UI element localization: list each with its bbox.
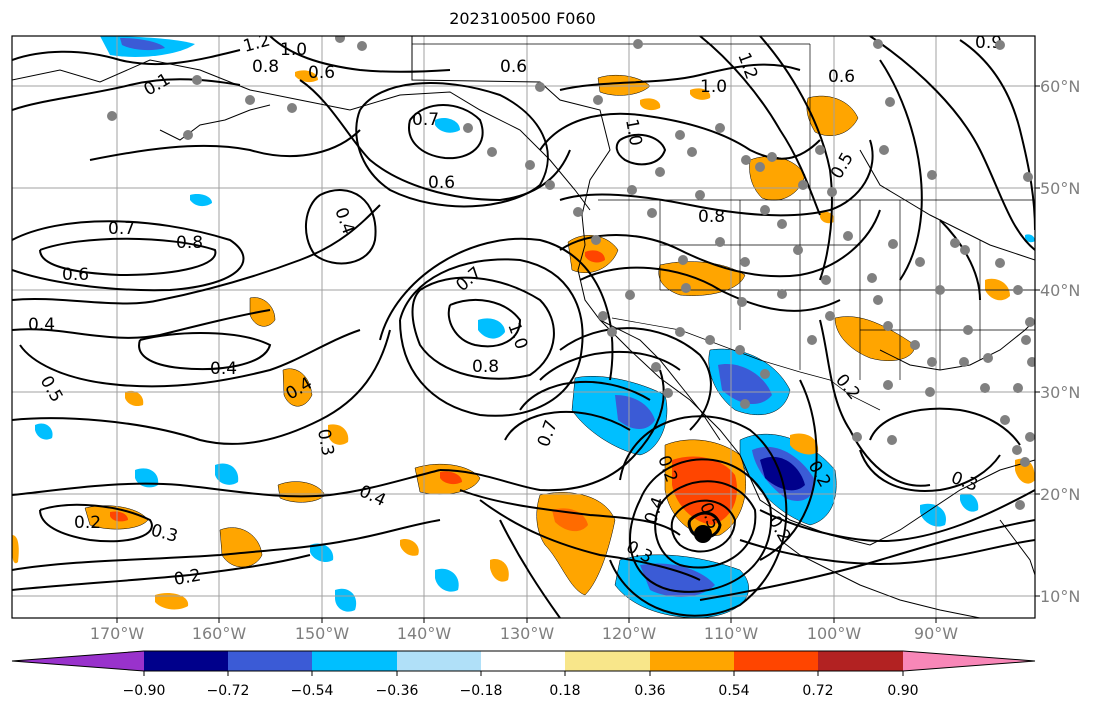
contour-label: 0.3 xyxy=(948,468,980,496)
contour-label: 0.7 xyxy=(452,263,486,296)
colorbar-tick-label: 0.90 xyxy=(887,683,919,699)
colorbar-tick-label: 0.54 xyxy=(718,683,750,699)
colorbar-segment xyxy=(228,651,312,671)
contour-label: 0.2 xyxy=(74,513,101,533)
contour-label: 0.7 xyxy=(412,110,439,130)
axis-ticks xyxy=(116,85,1040,623)
contour-label: 0.6 xyxy=(500,57,527,77)
contour-label: 0.6 xyxy=(62,265,89,285)
colorbar-tick-label: −0.36 xyxy=(375,683,419,699)
colorbar-tick-label: −0.18 xyxy=(459,683,503,699)
station-dots xyxy=(107,36,1035,510)
colorbar-segment xyxy=(734,651,818,671)
colorbar-segment xyxy=(565,651,650,671)
contour-label: 0.4 xyxy=(28,315,55,335)
contour-label: 0.3 xyxy=(313,427,337,457)
colorbar-segment xyxy=(312,651,397,671)
contour-label: 0.8 xyxy=(176,233,203,253)
contour-label: 0.7 xyxy=(108,219,135,239)
contour-label: 0.4 xyxy=(210,359,237,379)
contour-label: 1.2 xyxy=(241,31,272,57)
colorbar-segment xyxy=(818,651,903,671)
contour-label: 0.4 xyxy=(330,205,358,237)
colorbar-tick-label: −0.90 xyxy=(122,683,166,699)
colorbar-extend-min xyxy=(12,651,144,671)
lon-tick-label: 150°W xyxy=(294,624,350,643)
lat-tick-label: 30°N xyxy=(1040,383,1081,402)
contour-lines xyxy=(12,36,1035,618)
contour-label: 0.7 xyxy=(534,417,562,449)
colorbar-segment xyxy=(144,651,228,671)
lat-tick-label: 20°N xyxy=(1040,485,1081,504)
colorbar-segment xyxy=(481,651,565,671)
colorbar-tick-label: −0.72 xyxy=(206,683,250,699)
contour-label: 0.1 xyxy=(141,69,174,100)
storm-center-marker xyxy=(694,525,712,543)
lat-tick-label: 50°N xyxy=(1040,179,1081,198)
colorbar-extend-max xyxy=(903,651,1035,671)
contour-label: 0.6 xyxy=(828,67,855,87)
contour-label: 1.0 xyxy=(280,40,307,60)
contour-label: 0.8 xyxy=(252,57,279,77)
colorbar-tick-label: 0.18 xyxy=(549,683,581,699)
lon-tick-label: 170°W xyxy=(89,624,145,643)
lon-tick-label: 90°W xyxy=(913,624,959,643)
colorbar-segment xyxy=(397,651,481,671)
contour-label: 0.6 xyxy=(428,173,455,193)
colorbar-segment xyxy=(650,651,734,671)
contour-label: 1.0 xyxy=(621,117,645,147)
lon-tick-label: 110°W xyxy=(703,624,759,643)
lon-tick-label: 160°W xyxy=(191,624,247,643)
contour-label: 0.6 xyxy=(308,63,335,83)
contour-label: 1.0 xyxy=(700,77,727,97)
lon-tick-label: 130°W xyxy=(499,624,555,643)
map-title: 2023100500 F060 xyxy=(449,9,596,28)
contour-label: 0.9 xyxy=(975,33,1002,53)
colorbar-tick-label: 0.72 xyxy=(802,683,834,699)
lon-tick-label: 140°W xyxy=(396,624,452,643)
shaded-fields xyxy=(12,36,1035,618)
colorbar xyxy=(11,650,1036,676)
lon-tick-label: 120°W xyxy=(601,624,657,643)
contour-label: 1.2 xyxy=(733,50,761,82)
map-frame xyxy=(11,35,1036,619)
contour-label: 0.8 xyxy=(698,207,725,227)
lon-tick-label: 100°W xyxy=(806,624,862,643)
contour-label: 0.2 xyxy=(172,566,202,590)
contour-label: 0.4 xyxy=(356,481,389,511)
contour-label: 0.5 xyxy=(36,373,67,406)
colorbar-tick-label: −0.54 xyxy=(290,683,334,699)
contour-label: 0.3 xyxy=(149,521,180,547)
lat-tick-label: 60°N xyxy=(1040,77,1081,96)
lat-tick-label: 10°N xyxy=(1040,587,1081,606)
contour-label: 0.8 xyxy=(472,357,499,377)
colorbar-tick-label: 0.36 xyxy=(634,683,666,699)
lat-tick-label: 40°N xyxy=(1040,281,1081,300)
